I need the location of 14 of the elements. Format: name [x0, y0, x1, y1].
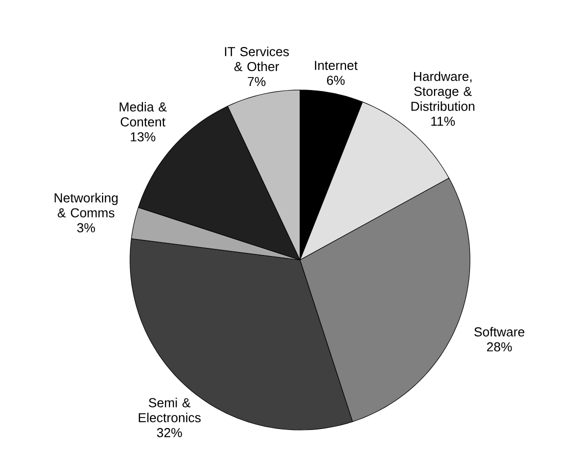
data-label: 13% [130, 132, 156, 142]
data-label: 28% [487, 342, 512, 352]
data-label: 6% [327, 76, 345, 85]
slice-label: Networking & Comms [54, 192, 118, 218]
slice-label: Hardware, Storage & Distribution [411, 71, 474, 111]
data-label: 7% [248, 76, 266, 86]
slice-label: Software [474, 326, 524, 336]
slice-label: IT Services & Other [225, 46, 289, 72]
data-label: 11% [431, 116, 455, 126]
slice-label: Media & Content [120, 102, 167, 126]
slice-label: Internet [314, 60, 358, 70]
slice-label: Semi & Electronics [138, 398, 201, 422]
data-label: 32% [156, 428, 182, 438]
data-label: 3% [77, 223, 95, 232]
